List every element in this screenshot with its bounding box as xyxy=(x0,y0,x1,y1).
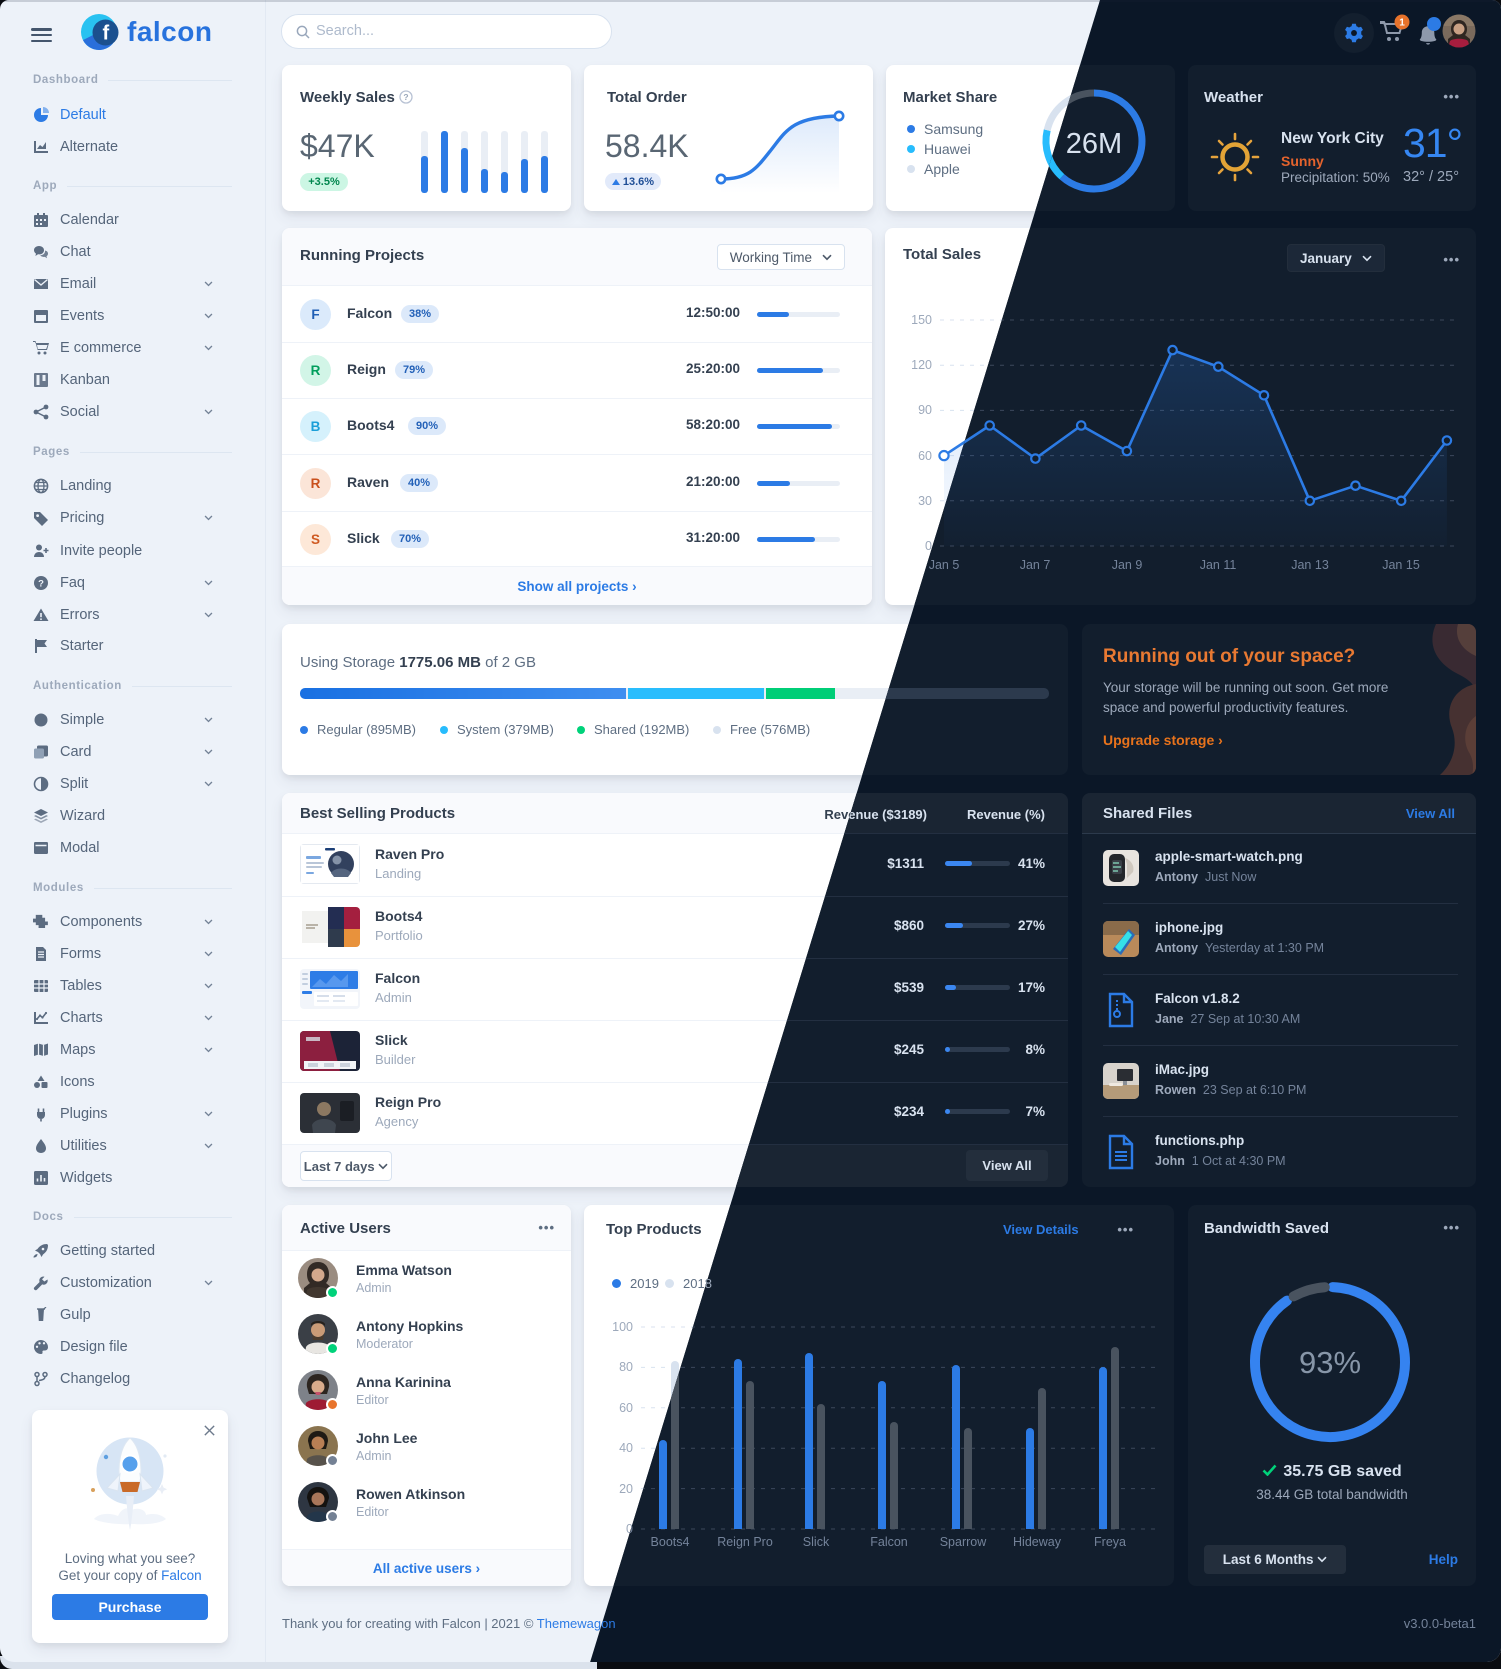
svg-text:?: ? xyxy=(38,578,44,589)
svg-text:26M: 26M xyxy=(1066,128,1122,160)
svg-text:f: f xyxy=(102,23,109,45)
svg-text:1: 1 xyxy=(1399,18,1405,29)
svg-text:93%: 93% xyxy=(1299,1345,1361,1380)
svg-text:?: ? xyxy=(403,92,408,102)
